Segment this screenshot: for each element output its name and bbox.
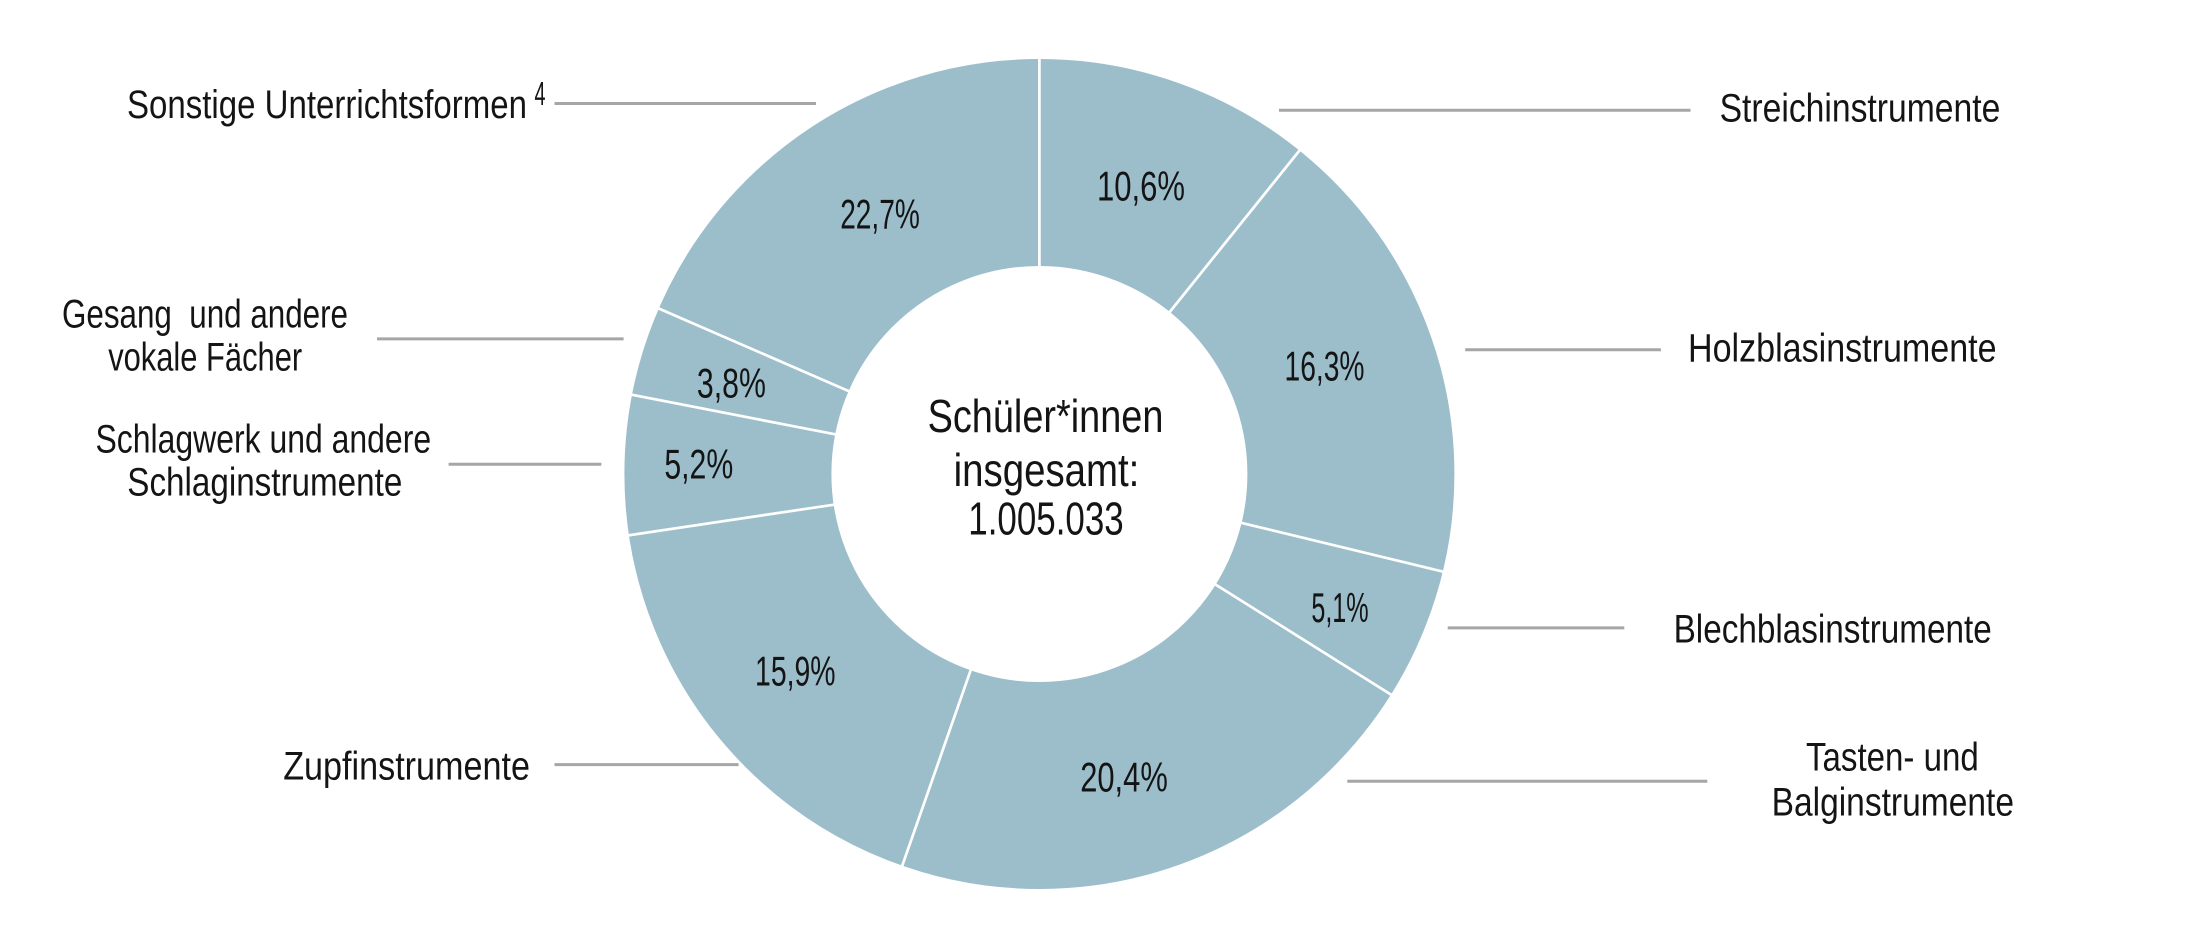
svg-text:Blechblasinstrumente: Blechblasinstrumente: [1674, 608, 1992, 652]
svg-text:5,1%: 5,1%: [1311, 584, 1368, 631]
svg-text:20,4%: 20,4%: [1080, 754, 1168, 801]
svg-text:16,3%: 16,3%: [1285, 343, 1365, 390]
svg-text:22,7%: 22,7%: [840, 191, 920, 238]
svg-text:vokale Fächer: vokale Fächer: [108, 336, 302, 380]
svg-text:Schüler*innen: Schüler*innen: [928, 390, 1164, 442]
svg-text:Gesang und andere: Gesang und andere: [62, 293, 348, 337]
svg-text:Tasten- und: Tasten- und: [1806, 736, 1979, 780]
svg-text:Balginstrumente: Balginstrumente: [1772, 781, 2014, 825]
svg-text:Streichinstrumente: Streichinstrumente: [1720, 87, 2001, 131]
svg-text:Zupfinstrumente: Zupfinstrumente: [283, 745, 530, 789]
svg-text:Schlaginstrumente: Schlaginstrumente: [127, 460, 402, 504]
svg-text:Schlagwerk und andere: Schlagwerk und andere: [96, 418, 432, 462]
svg-text:Sonstige Unterrichtsformen: Sonstige Unterrichtsformen: [127, 83, 527, 127]
svg-text:4: 4: [535, 75, 546, 112]
svg-text:insgesamt:: insgesamt:: [954, 444, 1140, 496]
svg-text:15,9%: 15,9%: [755, 647, 836, 694]
svg-text:10,6%: 10,6%: [1097, 163, 1185, 210]
svg-text:Holzblasinstrumente: Holzblasinstrumente: [1688, 327, 1997, 371]
svg-text:1.005.033: 1.005.033: [968, 492, 1123, 544]
svg-text:5,2%: 5,2%: [664, 440, 733, 487]
svg-text:3,8%: 3,8%: [697, 359, 766, 406]
